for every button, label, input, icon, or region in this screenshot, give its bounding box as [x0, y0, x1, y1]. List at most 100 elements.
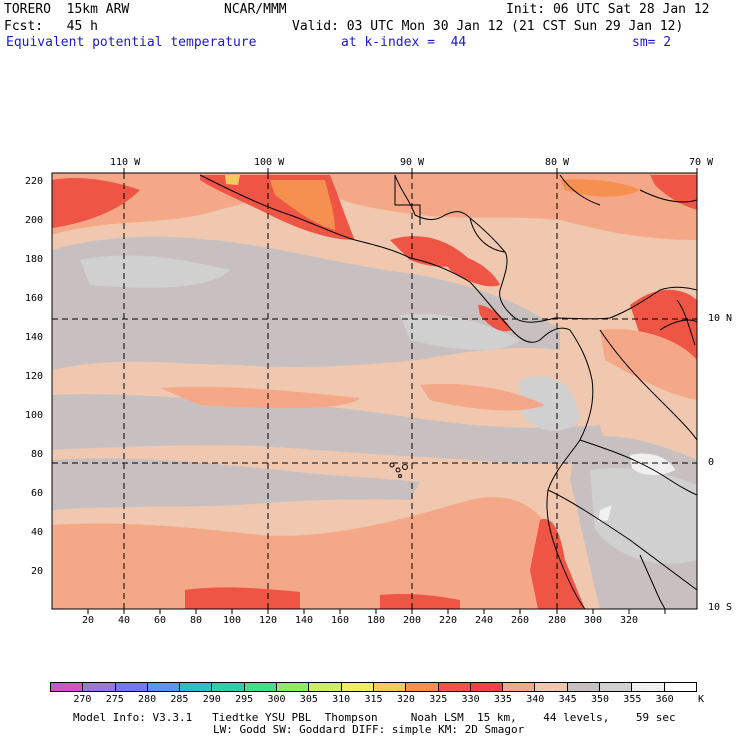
lon-label-70w: 70 W	[689, 157, 714, 168]
x-tick-80: 80	[190, 615, 203, 626]
colorbar-label: 270	[73, 694, 92, 705]
colorbar-swatch	[535, 683, 568, 691]
andes-white-2	[598, 505, 612, 522]
x-tick-260: 260	[511, 615, 530, 626]
colorbar-swatch	[503, 683, 536, 691]
lon-label-100w: 100 W	[254, 157, 285, 168]
colorbar-swatch	[567, 683, 601, 691]
colorbar-swatch	[244, 683, 278, 691]
colorbar-label: 280	[138, 694, 157, 705]
x-tick-220: 220	[439, 615, 458, 626]
colorbar-swatch	[664, 683, 696, 691]
y-tick-120: 120	[25, 371, 44, 382]
colorbar-label: 285	[170, 694, 189, 705]
x-tick-240: 240	[475, 615, 494, 626]
x-tick-180: 180	[367, 615, 386, 626]
colorbar-label: 290	[202, 694, 221, 705]
warm-colombia	[600, 329, 697, 400]
colorbar-swatch	[212, 683, 245, 691]
x-tick-280: 280	[548, 615, 567, 626]
colorbar-label: 360	[655, 694, 674, 705]
lon-label-80w: 80 W	[545, 157, 570, 168]
colorbar-label: 310	[332, 694, 351, 705]
andes-white	[630, 453, 675, 476]
x-tick-140: 140	[295, 615, 314, 626]
colorbar-label: 320	[396, 694, 415, 705]
colorbar-label: 325	[429, 694, 448, 705]
colorbar-swatch	[373, 683, 407, 691]
lon-label-110w: 110 W	[110, 157, 141, 168]
forecast-hour: Fcst: 45 h	[4, 19, 98, 34]
model-info-line1: Model Info: V3.3.1 Tiedtke YSU PBL Thomp…	[73, 711, 676, 724]
map-frame	[51, 172, 698, 610]
hot-north-west	[52, 178, 140, 228]
colorbar-swatch	[309, 683, 342, 691]
y-tick-100: 100	[25, 410, 44, 421]
smoothing-info: sm= 2	[632, 35, 672, 50]
colorbar-label: 355	[623, 694, 642, 705]
org-title: NCAR/MMM	[224, 2, 287, 17]
colorbar-unit: K	[698, 694, 705, 705]
colorbar-label: 350	[590, 694, 609, 705]
y-tick-200: 200	[25, 215, 44, 226]
andes-lightgrey	[590, 468, 697, 564]
colorbar-swatch	[470, 683, 504, 691]
y-tick-20: 20	[31, 566, 44, 577]
lon-label-90w: 90 W	[400, 157, 425, 168]
colorbar-label: 330	[461, 694, 480, 705]
y-tick-140: 140	[25, 332, 44, 343]
colorbar-label: 335	[493, 694, 512, 705]
colorbar-swatch	[438, 683, 471, 691]
colorbar-swatch	[51, 683, 84, 691]
colorbar-label: 305	[299, 694, 318, 705]
x-tick-40: 40	[118, 615, 131, 626]
hot-nicaragua	[440, 254, 500, 287]
theta-e-field	[52, 173, 697, 609]
colorbar	[50, 682, 697, 692]
lat-label-10s: 10 S	[708, 602, 733, 613]
hot-costa-rica	[478, 305, 512, 332]
colorbar-label: 345	[558, 694, 577, 705]
colorbar-swatch	[632, 683, 665, 691]
light-grey-patch-2	[400, 313, 520, 350]
x-tick-60: 60	[154, 615, 167, 626]
lat-label-10n: 10 N	[708, 313, 733, 324]
colorbar-label: 275	[105, 694, 124, 705]
hot-venezuela	[630, 289, 697, 360]
y-tick-160: 160	[25, 293, 44, 304]
y-tick-220: 220	[25, 176, 44, 187]
grey-band-south	[52, 458, 420, 510]
lat-label-0: 0	[708, 457, 715, 468]
light-grey-patch-1	[80, 255, 230, 288]
valid-time: Valid: 03 UTC Mon 30 Jan 12 (21 CST Sun …	[292, 19, 684, 34]
orange-caribbean	[560, 179, 640, 197]
colorbar-swatch	[406, 683, 439, 691]
model-title: TORERO 15km ARW	[4, 2, 130, 17]
colorbar-swatch	[180, 683, 213, 691]
x-tick-20: 20	[82, 615, 95, 626]
lat-lon-grid	[52, 173, 697, 609]
tick-marks	[87, 168, 698, 614]
y-tick-40: 40	[31, 527, 44, 538]
x-tick-100: 100	[223, 615, 242, 626]
colorbar-label: 340	[526, 694, 545, 705]
init-time: Init: 06 UTC Sat 28 Jan 12	[506, 2, 710, 17]
y-tick-60: 60	[31, 488, 44, 499]
x-tick-160: 160	[331, 615, 350, 626]
colorbar-swatch	[600, 683, 633, 691]
y-tick-180: 180	[25, 254, 44, 265]
y-tick-80: 80	[31, 449, 44, 460]
orange-mexico	[270, 180, 335, 230]
light-grey-patch-3	[520, 376, 580, 431]
warm-band-south	[52, 496, 570, 609]
warm-patch-mid	[160, 386, 360, 409]
hot-caribbean	[650, 175, 697, 210]
colorbar-label: 295	[235, 694, 254, 705]
level-info: at k-index = 44	[341, 35, 467, 50]
colorbar-swatch	[277, 683, 310, 691]
colorbar-swatch	[341, 683, 374, 691]
x-tick-300: 300	[584, 615, 603, 626]
yellow-mexico-spot	[225, 175, 240, 185]
colorbar-labels: 270 275 280 285 290 295 300 305 310 315 320 325 330 3…	[0, 694, 740, 708]
